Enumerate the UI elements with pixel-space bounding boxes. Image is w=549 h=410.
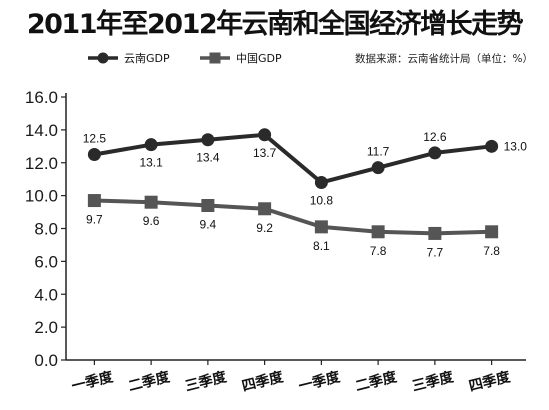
y-tick-label: 12.0 <box>25 154 58 173</box>
x-tick-label: 四季度 <box>240 368 286 395</box>
y-tick-label: 2.0 <box>34 318 58 337</box>
data-point <box>87 148 101 162</box>
data-label: 7.8 <box>483 244 500 258</box>
data-label: 13.1 <box>139 156 163 170</box>
data-label: 8.1 <box>313 239 330 253</box>
legend-label: 云南GDP <box>124 52 170 65</box>
series-china-gdp: 9.7 9.6 9.4 9.2 8.1 7.8 7.7 7.8 <box>86 194 500 259</box>
data-point <box>144 138 158 152</box>
data-source-note: 数据来源：云南省统计局（单位：%） <box>355 52 533 65</box>
data-label: 13.0 <box>504 139 528 153</box>
data-label: 9.4 <box>200 217 217 231</box>
data-label: 12.5 <box>83 132 107 146</box>
legend-marker <box>97 52 109 64</box>
data-label: 9.7 <box>86 213 103 227</box>
legend-item: 中国GDP <box>200 52 282 65</box>
data-label: 13.4 <box>196 151 220 165</box>
x-tick-label: 二季度 <box>354 368 400 395</box>
data-label: 9.2 <box>256 221 273 235</box>
data-label: 10.8 <box>310 193 334 207</box>
data-point <box>371 161 385 175</box>
data-label: 12.6 <box>423 130 447 144</box>
y-tick-label: 6.0 <box>34 252 58 271</box>
y-tick-label: 0.0 <box>34 351 58 370</box>
data-label: 13.7 <box>253 146 277 160</box>
y-tick-label: 14.0 <box>25 121 58 140</box>
data-label: 7.7 <box>427 245 444 259</box>
chart-title: 2011年至2012年云南和全国经济增长走势 <box>26 9 524 40</box>
y-tick-label: 10.0 <box>25 187 58 206</box>
data-point <box>87 194 101 208</box>
series: 12.513.1 13.4 13.710.811.712.613.09.7 9.6 9.… <box>83 128 528 259</box>
x-tick-label: 三季度 <box>183 368 229 395</box>
legend-label: 中国GDP <box>236 52 282 65</box>
data-point <box>485 225 499 239</box>
legend-item: 云南GDP <box>88 52 170 65</box>
data-point <box>371 225 385 239</box>
data-point <box>144 195 158 209</box>
data-point <box>314 175 328 189</box>
data-label: 9.6 <box>143 214 160 228</box>
data-label: 7.8 <box>370 244 387 258</box>
y-tick-label: 16.0 <box>25 88 58 107</box>
data-point <box>258 202 272 216</box>
data-label: 11.7 <box>367 145 390 159</box>
data-point <box>201 133 215 147</box>
series-line <box>94 132 492 185</box>
x-tick-label: 四季度 <box>467 368 513 395</box>
series-line <box>94 198 492 236</box>
data-point <box>258 128 272 142</box>
x-tick-label: 三季度 <box>410 368 456 395</box>
x-tick-label: 二季度 <box>127 368 173 395</box>
data-point <box>428 226 442 240</box>
data-point <box>201 198 215 212</box>
legend: 云南GDP 中国GDP <box>88 52 282 65</box>
data-point <box>314 220 328 234</box>
data-point <box>485 139 499 153</box>
x-tick-label: 一季度 <box>297 368 343 395</box>
series-yunnan-gdp: 12.5 13.1 13.4 13.7 10.8 11.7 12.6 13.0 <box>83 128 528 207</box>
y-tick-label: 4.0 <box>34 285 58 304</box>
x-tick-label: 一季度 <box>70 368 116 395</box>
y-tick-label: 8.0 <box>34 220 58 239</box>
legend-marker <box>209 52 221 64</box>
data-point <box>428 146 442 160</box>
